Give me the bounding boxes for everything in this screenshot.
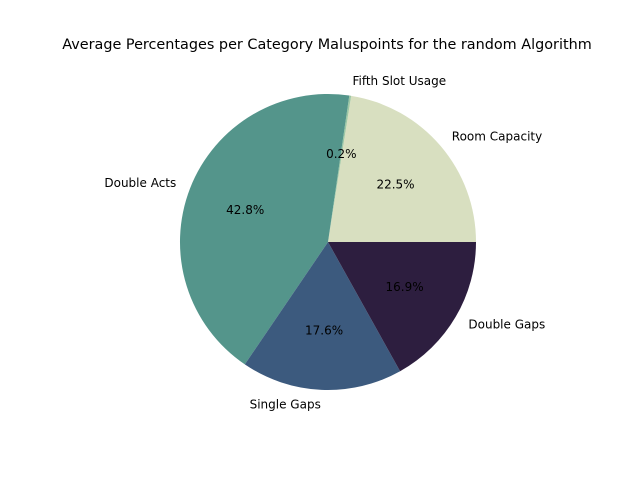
pie-slices	[179, 93, 477, 390]
slice-label-single-gaps: Single Gaps	[250, 398, 321, 412]
pct-label-double-gaps: 16.9%	[386, 280, 424, 294]
pct-label-double-acts: 42.8%	[226, 203, 264, 217]
pie-slice-double-acts	[179, 93, 350, 365]
pie-slice-single-gaps	[244, 242, 401, 390]
pct-label-fifth-slot-usage: 0.2%	[326, 147, 357, 161]
pct-label-single-gaps: 17.6%	[305, 324, 343, 338]
pie-labels: Room Capacity 22.5% Fifth Slot Usage 0.2% Do…	[104, 74, 545, 412]
chart-title: Average Percentages per Category Maluspo…	[62, 37, 592, 53]
pct-label-room-capacity: 22.5%	[376, 177, 414, 191]
slice-label-double-gaps: Double Gaps	[468, 317, 545, 331]
slice-label-fifth-slot-usage: Fifth Slot Usage	[352, 74, 446, 88]
slice-label-double-acts: Double Acts	[104, 176, 176, 190]
slice-label-room-capacity: Room Capacity	[452, 129, 542, 143]
pie-slice-double-gaps	[328, 242, 476, 372]
pie-slice-fifth-slot-usage	[328, 95, 352, 242]
pie-slice-room-capacity	[328, 95, 477, 242]
